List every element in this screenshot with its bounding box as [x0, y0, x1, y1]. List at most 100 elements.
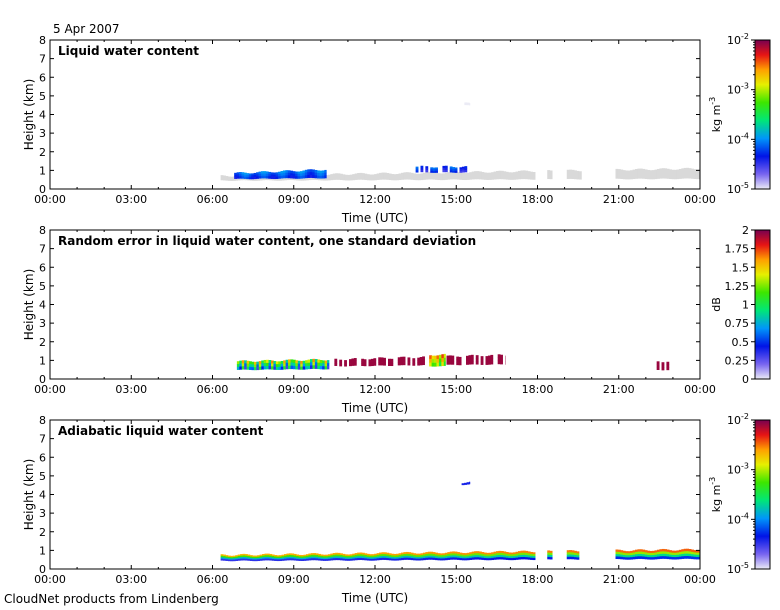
data-cell	[388, 363, 391, 366]
lwc-cell	[420, 558, 424, 561]
data-cell	[251, 361, 255, 365]
lwc-cell	[637, 556, 641, 559]
lwc-cell	[237, 554, 241, 557]
data-cell	[265, 171, 269, 175]
grey-cell	[471, 171, 475, 180]
lwc-cell	[318, 553, 321, 556]
lwc-cell	[503, 555, 507, 558]
data-cell	[288, 362, 291, 366]
lwc-cell	[671, 552, 675, 556]
lwc-cell	[366, 555, 370, 558]
y-axis-label: Height (km)	[22, 459, 36, 530]
lwc-cell	[396, 556, 399, 559]
data-cell	[466, 482, 470, 484]
data-cell	[415, 166, 419, 169]
lwc-cell	[674, 557, 677, 560]
lwc-cell	[447, 555, 451, 559]
lwc-cell	[245, 557, 248, 559]
grey-cell	[527, 171, 531, 180]
lwc-cell	[569, 552, 573, 555]
lwc-cell	[410, 554, 414, 557]
lwc-cell	[466, 554, 470, 557]
data-cell	[464, 168, 468, 171]
lwc-cell	[474, 555, 477, 558]
lwc-cell	[678, 549, 682, 553]
data-cell	[241, 174, 245, 177]
lwc-cell	[354, 556, 358, 559]
lwc-cell	[374, 558, 378, 561]
grey-cell	[518, 170, 521, 180]
data-cell	[353, 362, 357, 366]
lwc-cell	[457, 553, 460, 557]
lwc-cell	[257, 555, 261, 557]
data-cell	[466, 482, 470, 484]
lwc-cell	[695, 556, 699, 560]
data-cell	[243, 172, 247, 175]
lwc-cell	[383, 557, 387, 560]
y-tick-label: 1	[39, 354, 46, 367]
lwc-cell	[625, 551, 629, 554]
lwc-cell	[632, 550, 636, 553]
data-cell	[322, 363, 326, 367]
grey-cell	[413, 173, 417, 181]
lwc-cell	[352, 555, 356, 558]
data-cell	[256, 174, 259, 177]
lwc-cell	[674, 554, 677, 558]
lwc-cell	[293, 553, 297, 556]
data-cell	[271, 360, 274, 364]
lwc-cell	[325, 554, 329, 557]
lwc-cell	[422, 556, 426, 559]
lwc-cell	[652, 550, 655, 554]
data-cell	[464, 102, 468, 104]
lwc-cell	[695, 550, 699, 553]
grey-cell	[449, 171, 453, 180]
lwc-cell	[649, 553, 653, 556]
lwc-cell	[532, 557, 536, 561]
x-tick-label: 12:00	[359, 573, 391, 586]
data-cell	[268, 171, 272, 175]
x-tick-label: 15:00	[440, 383, 472, 396]
grey-cell	[547, 170, 551, 180]
lwc-cell	[291, 553, 295, 556]
grey-cell	[620, 169, 624, 179]
lwc-cell	[318, 555, 321, 558]
data-cell	[280, 360, 284, 365]
lwc-cell	[440, 553, 443, 556]
data-cell	[468, 355, 472, 359]
data-cell	[282, 175, 286, 179]
data-cell	[241, 172, 245, 175]
data-cell	[400, 356, 404, 360]
lwc-cell	[281, 554, 285, 557]
data-cell	[480, 361, 484, 365]
data-cell	[417, 362, 421, 366]
data-cell	[425, 168, 429, 171]
lwc-cell	[366, 558, 370, 561]
grey-cell	[654, 169, 658, 180]
lwc-cell	[688, 551, 692, 555]
data-cell	[454, 170, 458, 173]
lwc-cell	[262, 555, 265, 558]
grey-cell	[342, 174, 346, 181]
lwc-cell	[513, 554, 516, 557]
data-cell	[290, 359, 294, 363]
data-cell	[430, 169, 434, 172]
lwc-cell	[391, 553, 395, 556]
data-cell	[454, 169, 458, 172]
data-cell	[244, 366, 248, 370]
lwc-cell	[271, 558, 275, 561]
x-tick-label: 12:00	[359, 193, 391, 206]
data-cell	[351, 363, 355, 366]
grey-cell	[457, 172, 460, 180]
lwc-cell	[493, 555, 497, 558]
x-tick-label: 00:00	[34, 383, 66, 396]
data-cell	[319, 175, 323, 179]
lwc-cell	[220, 558, 224, 561]
data-cell	[324, 366, 328, 370]
data-cell	[468, 482, 471, 484]
colorbar-tick-label: 1	[742, 299, 749, 312]
data-cell	[305, 360, 308, 364]
lwc-cell	[435, 556, 438, 559]
data-cell	[287, 172, 291, 176]
grey-cell	[498, 170, 502, 180]
lwc-cell	[259, 556, 263, 558]
